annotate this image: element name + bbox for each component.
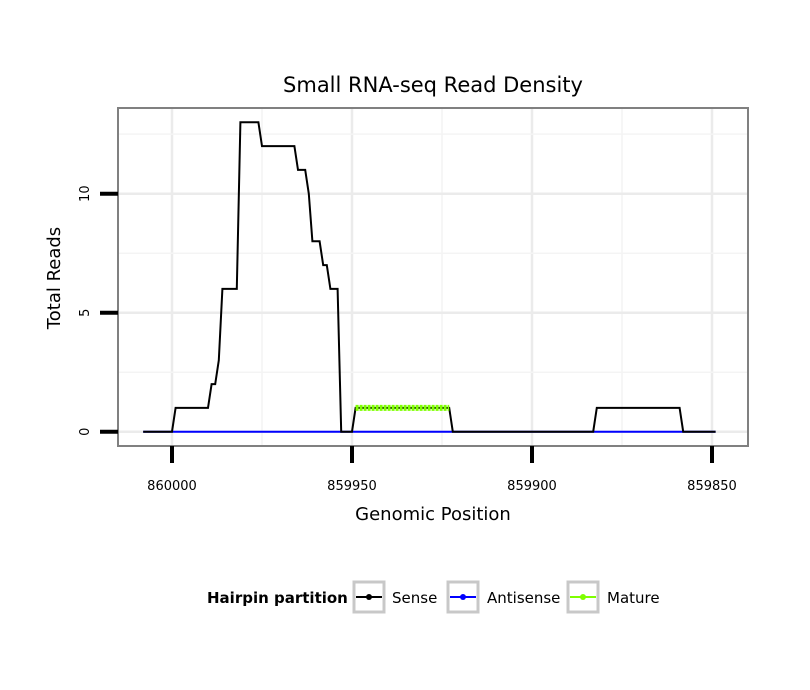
y-tick-label: 10 (78, 185, 93, 202)
legend: Hairpin partition Sense Antisense Mature (207, 580, 660, 614)
y-tick-label: 0 (78, 428, 93, 436)
series-line-sense (143, 121, 716, 433)
legend-key-point (366, 594, 372, 600)
x-tick-label: 859900 (507, 479, 557, 494)
series-layer (143, 121, 716, 433)
plot-area (117, 107, 749, 447)
legend-title: Hairpin partition (207, 589, 348, 607)
legend-label: Antisense (487, 589, 560, 607)
x-tick-label: 860000 (147, 479, 197, 494)
x-tick-label: 859850 (687, 479, 737, 494)
y-axis: 0 5 10 (78, 185, 118, 436)
legend-label: Sense (392, 589, 437, 607)
y-tick-label: 5 (78, 309, 93, 317)
x-tick-label: 859950 (327, 479, 377, 494)
chart-title: Small RNA-seq Read Density (283, 73, 583, 97)
x-axis-title: Genomic Position (355, 504, 511, 525)
grid (118, 108, 748, 446)
legend-item-mature: Mature (566, 580, 660, 614)
legend-key-point (460, 594, 466, 600)
legend-key-point (580, 594, 586, 600)
y-axis-title: Total Reads (44, 227, 65, 330)
legend-label: Mature (607, 589, 660, 607)
legend-item-antisense: Antisense (446, 580, 560, 614)
x-axis: 860000 859950 859900 859850 (147, 446, 737, 494)
legend-item-sense: Sense (352, 580, 437, 614)
panel-border (117, 107, 749, 447)
